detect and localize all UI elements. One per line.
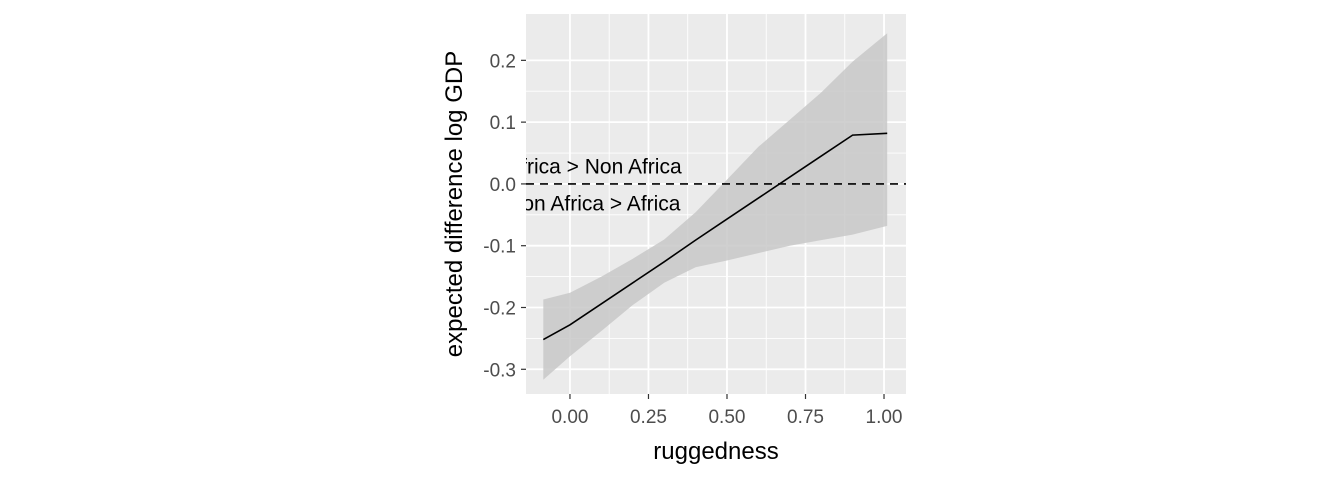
annotation-non-africa-gt-africa: Non Africa > Africa xyxy=(507,193,681,216)
x-axis: 0.00 0.25 0.50 0.75 1.00 xyxy=(551,394,903,428)
y-axis: -0.3 -0.2 -0.1 0.0 0.1 0.2 xyxy=(483,51,526,381)
y-tick-label: 0.2 xyxy=(490,51,516,72)
x-tick-label: 1.00 xyxy=(866,407,903,428)
y-tick-label: -0.1 xyxy=(483,237,516,258)
x-tick-label: 0.00 xyxy=(551,407,588,428)
confidence-ribbon xyxy=(543,33,888,380)
y-tick-label: 0.1 xyxy=(490,113,516,134)
x-tick-label: 0.25 xyxy=(630,407,667,428)
y-tick-label: -0.2 xyxy=(483,298,516,319)
x-tick-label: 0.75 xyxy=(787,407,824,428)
y-axis-title: expected difference log GDP xyxy=(441,51,468,357)
annotation-africa-gt-non-africa: Africa > Non Africa xyxy=(507,156,682,179)
y-tick-label: -0.3 xyxy=(483,360,516,381)
series-line xyxy=(542,132,888,341)
x-tick-label: 0.50 xyxy=(708,407,745,428)
y-tick-label: 0.0 xyxy=(490,175,516,196)
x-axis-title: ruggedness xyxy=(653,438,778,465)
